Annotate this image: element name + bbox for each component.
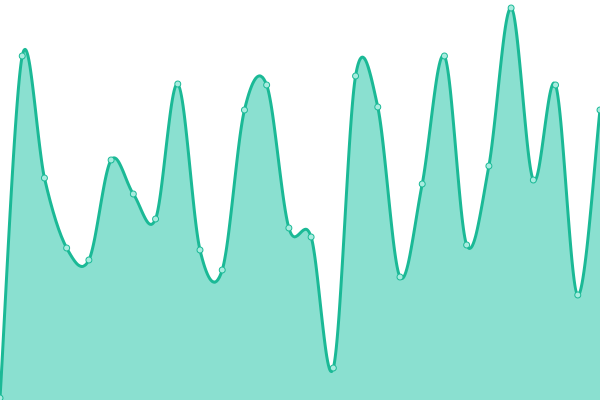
data-point-17 <box>374 103 382 111</box>
data-point-19 <box>418 180 426 188</box>
data-point-26 <box>574 291 582 299</box>
data-point-6 <box>129 190 137 198</box>
data-point-18 <box>396 273 404 281</box>
data-point-25 <box>552 81 560 89</box>
data-point-14 <box>307 233 315 241</box>
data-point-2 <box>40 174 48 182</box>
data-point-3 <box>63 244 71 252</box>
data-point-8 <box>174 80 182 88</box>
data-point-12 <box>263 81 271 89</box>
data-point-21 <box>463 241 471 249</box>
data-points <box>0 4 600 400</box>
data-point-9 <box>196 246 204 254</box>
data-point-23 <box>507 4 515 12</box>
data-point-15 <box>329 364 337 372</box>
data-point-22 <box>485 162 493 170</box>
data-point-11 <box>240 106 248 114</box>
data-point-27 <box>596 106 600 114</box>
data-point-4 <box>85 256 93 264</box>
data-point-10 <box>218 266 226 274</box>
data-point-1 <box>18 52 26 60</box>
area-fill <box>0 7 600 400</box>
data-point-13 <box>285 224 293 232</box>
data-point-20 <box>440 52 448 60</box>
data-point-5 <box>107 156 115 164</box>
data-point-24 <box>529 176 537 184</box>
data-point-16 <box>352 72 360 80</box>
data-point-7 <box>152 215 160 223</box>
data-point-0 <box>0 394 4 400</box>
